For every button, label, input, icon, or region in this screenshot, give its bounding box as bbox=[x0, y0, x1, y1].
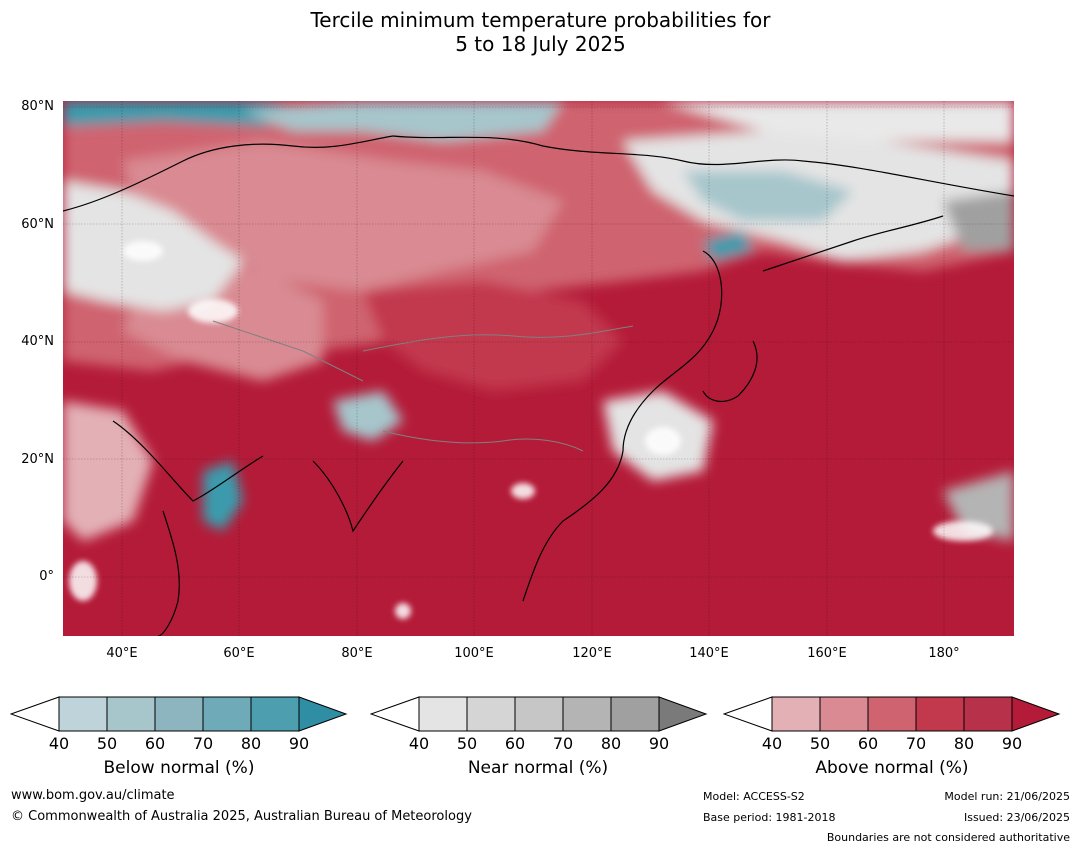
tick-label: 90 bbox=[1001, 734, 1023, 753]
lat-label-60n: 60°N bbox=[21, 217, 54, 232]
lat-label-0: 0° bbox=[39, 569, 54, 584]
tick-label: 40 bbox=[48, 734, 70, 753]
lat-label-40n: 40°N bbox=[21, 334, 54, 349]
tick-label: 80 bbox=[240, 734, 262, 753]
tick-label: 80 bbox=[600, 734, 622, 753]
website-link[interactable]: www.bom.gov.au/climate bbox=[11, 788, 175, 803]
coastline-africa-east bbox=[157, 510, 180, 636]
colorbar-near-label: Near normal (%) bbox=[467, 758, 609, 778]
tick-label: 90 bbox=[288, 734, 310, 753]
lon-label-80e: 80°E bbox=[341, 646, 373, 661]
coastline-pacific bbox=[522, 250, 723, 602]
tick-label: 40 bbox=[761, 734, 783, 753]
below-normal-arabian-sea bbox=[203, 461, 243, 531]
below-normal-tibet bbox=[333, 391, 403, 441]
tick-label: 60 bbox=[857, 734, 879, 753]
lon-label-40e: 40°E bbox=[106, 646, 138, 661]
tick-label: 60 bbox=[144, 734, 166, 753]
tick-label: 60 bbox=[504, 734, 526, 753]
coastline-india bbox=[312, 460, 404, 533]
colorbar-near-normal bbox=[370, 696, 708, 732]
tick-label: 80 bbox=[953, 734, 975, 753]
below-normal-kara bbox=[243, 101, 563, 141]
colorbar-below-label: Below normal (%) bbox=[103, 758, 255, 778]
lat-label-80n: 80°N bbox=[21, 99, 54, 114]
lon-label-100e: 100°E bbox=[454, 646, 494, 661]
coastline-siberia-north bbox=[392, 135, 1014, 197]
coastline-europe-north bbox=[63, 135, 394, 212]
region-west-siberia bbox=[123, 141, 563, 291]
lon-label-140e: 140°E bbox=[689, 646, 729, 661]
lon-label-120e: 120°E bbox=[572, 646, 612, 661]
disclaimer-text: Boundaries are not considered authoritat… bbox=[826, 831, 1070, 844]
near-normal-arabia bbox=[63, 401, 153, 541]
region-mongolia bbox=[363, 281, 623, 391]
lon-label-60e: 60°E bbox=[223, 646, 255, 661]
colorbar-above-label: Above normal (%) bbox=[815, 758, 969, 778]
border-china-south bbox=[382, 430, 584, 452]
coastline-japan bbox=[702, 340, 758, 403]
colorbar-above-normal bbox=[723, 696, 1061, 732]
below-normal-barents bbox=[63, 101, 313, 126]
map-title: Tercile minimum temperature probabilitie… bbox=[0, 8, 1081, 56]
near-normal-arctic bbox=[663, 101, 1014, 141]
issued-text: Issued: 23/06/2025 bbox=[963, 811, 1070, 824]
tick-label: 70 bbox=[552, 734, 574, 753]
lat-label-20n: 20°N bbox=[21, 452, 54, 467]
copyright-text: © Commonwealth of Australia 2025, Austra… bbox=[11, 809, 472, 824]
tick-label: 70 bbox=[192, 734, 214, 753]
lon-label-160e: 160°E bbox=[807, 646, 847, 661]
tick-label: 90 bbox=[648, 734, 670, 753]
coastline-sea-of-okhotsk bbox=[762, 215, 944, 272]
below-normal-okhotsk bbox=[703, 231, 753, 261]
forecast-map bbox=[63, 101, 1014, 636]
tick-label: 50 bbox=[809, 734, 831, 753]
base-period-text: Base period: 1981-2018 bbox=[703, 811, 836, 824]
below-normal-yakutia bbox=[683, 171, 853, 221]
border-china-mongolia bbox=[362, 325, 634, 352]
tick-label: 40 bbox=[408, 734, 430, 753]
tick-label: 50 bbox=[96, 734, 118, 753]
colorbar-below-normal bbox=[10, 696, 348, 732]
title-line-2: 5 to 18 July 2025 bbox=[455, 32, 626, 56]
tick-label: 70 bbox=[905, 734, 927, 753]
border-central-asia bbox=[212, 320, 364, 382]
near-normal-dark-kamchatka bbox=[943, 191, 1014, 251]
tick-label: 50 bbox=[456, 734, 478, 753]
model-run-text: Model run: 21/06/2025 bbox=[944, 790, 1070, 803]
model-text: Model: ACCESS-S2 bbox=[703, 790, 805, 803]
coastline-arabia bbox=[112, 420, 264, 502]
title-line-1: Tercile minimum temperature probabilitie… bbox=[310, 8, 771, 32]
lon-label-180: 180° bbox=[928, 646, 960, 661]
